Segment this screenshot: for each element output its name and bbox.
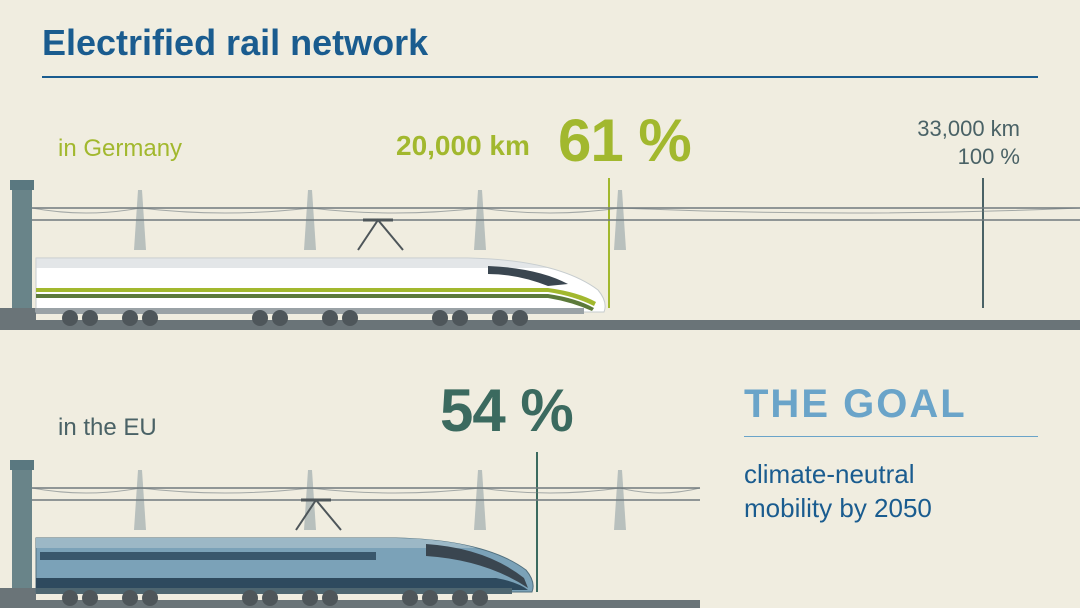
- eu-pct: 54 %: [440, 376, 573, 445]
- germany-label: in Germany: [58, 135, 182, 163]
- germany-total-km: 33,000 km: [860, 116, 1020, 142]
- eu-train-icon: [0, 460, 1080, 608]
- germany-pct: 61 %: [558, 106, 691, 175]
- goal-rule: [744, 436, 1038, 437]
- germany-km: 20,000 km: [396, 130, 530, 162]
- goal-heading: THE GOAL: [744, 382, 967, 427]
- title-rule: [42, 76, 1038, 78]
- germany-train-zone: [0, 180, 1080, 330]
- eu-label: in the EU: [58, 414, 157, 442]
- page-title: Electrified rail network: [42, 22, 428, 64]
- germany-total-pct: 100 %: [860, 144, 1020, 170]
- eu-train-zone: [0, 460, 1080, 608]
- germany-train-icon: [0, 180, 1080, 330]
- infographic-canvas: Electrified rail network in Germany 20,0…: [0, 0, 1080, 608]
